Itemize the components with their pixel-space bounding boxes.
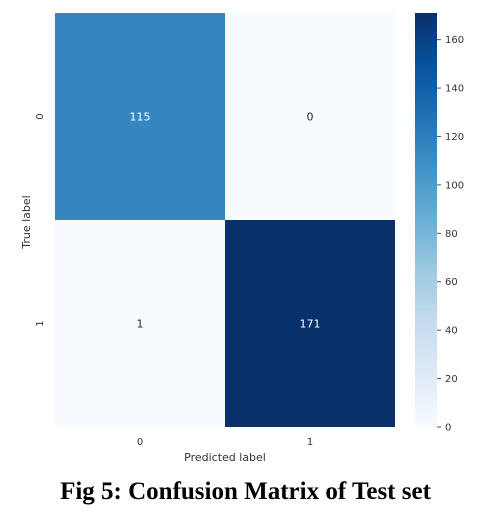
heatmap-cells [55, 13, 395, 427]
x-tick-label: 0 [137, 437, 143, 448]
heatmap-cell [225, 13, 395, 220]
colorbar-tick-label: 60 [445, 277, 458, 288]
y-tick-label: 1 [35, 320, 46, 326]
colorbar-tick-label: 160 [445, 35, 464, 46]
heatmap-cell-labels: 115 0 1 171 [130, 111, 321, 331]
colorbar-tick-label: 140 [445, 84, 464, 95]
heatmap-cell [55, 220, 225, 427]
colorbar-ticks: 0 20 40 60 80 100 120 140 160 [437, 35, 464, 434]
y-tick-label: 0 [35, 113, 46, 119]
x-axis-label: Predicted label [184, 451, 266, 464]
cell-value-label: 171 [300, 318, 321, 331]
cell-value-label: 115 [130, 111, 151, 124]
colorbar-tick-label: 40 [445, 326, 458, 337]
colorbar-tick-label: 120 [445, 132, 464, 143]
colorbar [415, 13, 437, 427]
y-axis-ticks: 01 [35, 113, 46, 326]
colorbar-tick-label: 0 [445, 423, 451, 434]
colorbar-tick-label: 20 [445, 374, 458, 385]
heatmap-cell [225, 220, 395, 427]
y-axis-label: True label [20, 195, 33, 249]
cell-value-label: 0 [307, 111, 314, 124]
colorbar-tick-label: 100 [445, 180, 464, 191]
heatmap-cell [55, 13, 225, 220]
cell-value-label: 1 [137, 318, 144, 331]
figure-caption: Fig 5: Confusion Matrix of Test set [60, 478, 431, 505]
colorbar-tick-label: 80 [445, 229, 458, 240]
x-tick-label: 1 [307, 437, 313, 448]
